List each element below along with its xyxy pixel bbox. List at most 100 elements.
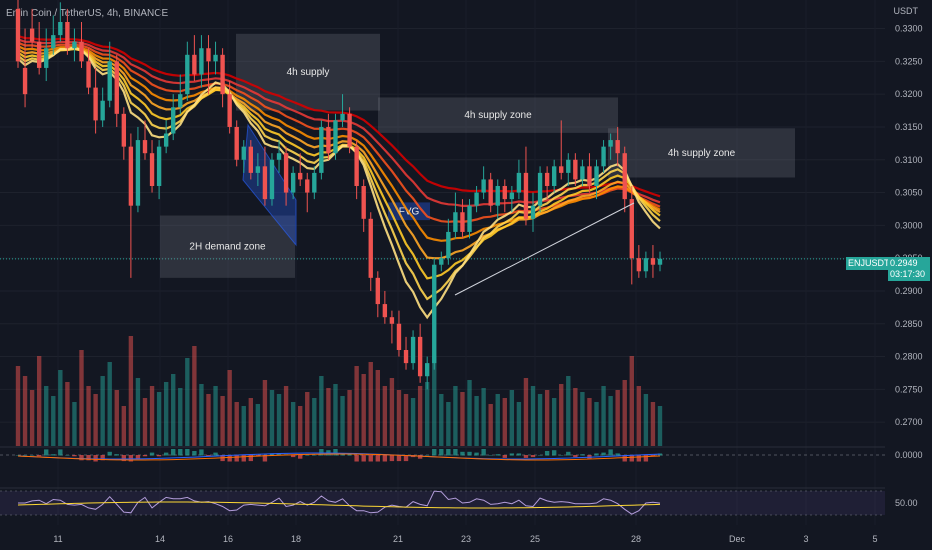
volume-bar — [629, 356, 634, 446]
price-tag-symbol: ENJUSDT — [848, 258, 890, 268]
macd-histogram-bar — [495, 454, 500, 456]
volume-bar — [206, 394, 211, 446]
volume-bar — [594, 402, 599, 446]
volume-bar — [65, 382, 70, 446]
y-tick-label: 0.2800 — [895, 352, 923, 362]
volume-bar — [156, 392, 162, 446]
volume-bar — [100, 376, 105, 446]
volume-bar — [403, 394, 409, 446]
macd-histogram-bar — [474, 452, 479, 456]
volume-bar — [650, 402, 656, 446]
candle-body — [199, 48, 204, 75]
candle-body — [601, 146, 606, 167]
trendline — [454, 202, 635, 296]
macd-histogram-bar — [361, 455, 366, 462]
volume-layer — [15, 336, 663, 446]
volume-bar — [361, 374, 366, 446]
macd-histogram-bar — [44, 449, 49, 456]
macd-histogram-bar — [622, 455, 627, 462]
volume-bar — [51, 396, 56, 446]
volume-bar — [481, 388, 486, 446]
macd-histogram-bar — [121, 455, 127, 462]
volume-bar — [636, 386, 642, 446]
volume-bar — [121, 406, 127, 446]
volume-bar — [234, 402, 239, 446]
candle-body — [432, 264, 437, 364]
macd-histogram-bar — [333, 449, 338, 456]
candle-body — [622, 153, 627, 200]
x-tick-label: 11 — [53, 534, 62, 544]
macd-histogram-bar — [403, 455, 409, 462]
macd-histogram-bar — [100, 455, 105, 461]
macd-histogram-bar — [389, 455, 395, 462]
volume-bar — [643, 394, 649, 446]
macd-histogram-bar — [86, 455, 91, 461]
rsi-band — [0, 491, 885, 515]
volume-bar — [551, 398, 557, 446]
macd-histogram-bar — [36, 455, 42, 457]
candle-body — [220, 54, 225, 95]
y-tick-label: 0.2850 — [895, 319, 923, 329]
macd-zero-label: 0.0000 — [895, 450, 923, 460]
volume-bar — [276, 394, 282, 446]
volume-bar — [135, 378, 141, 446]
volume-bar — [375, 370, 380, 446]
volume-bar — [79, 350, 84, 446]
candle-body — [156, 146, 162, 186]
volume-bar — [44, 386, 49, 446]
candle-body — [551, 166, 557, 186]
rsi-ma-line — [17, 501, 661, 509]
volume-bar — [93, 394, 98, 446]
x-tick-label: 25 — [530, 534, 540, 544]
macd-histogram-bar — [234, 455, 239, 462]
volume-bar — [192, 346, 197, 446]
candle-body — [86, 61, 91, 88]
candle-body — [467, 205, 472, 232]
volume-bar — [566, 376, 571, 446]
candle-body — [255, 166, 261, 173]
macd-histogram-bar — [467, 451, 472, 456]
candle-body — [58, 22, 63, 36]
volume-bar — [509, 390, 515, 446]
volume-bar — [615, 390, 620, 446]
volume-bar — [29, 390, 35, 446]
candle-body — [495, 186, 500, 206]
volume-bar — [178, 388, 183, 446]
volume-bar — [171, 374, 176, 446]
volume-bar — [72, 402, 77, 446]
volume-bar — [453, 386, 458, 446]
candle-body — [439, 258, 444, 265]
price-tag-price: 0.2949 — [890, 258, 918, 268]
macd-histogram-bar — [446, 449, 451, 456]
volume-bar — [488, 404, 493, 446]
candle-body — [185, 54, 190, 95]
macd-histogram-bar — [192, 451, 197, 456]
candle-body — [643, 258, 649, 272]
candle-body — [283, 153, 289, 193]
candle-body — [206, 48, 211, 62]
candle-body — [453, 212, 458, 232]
candle-body — [537, 172, 543, 206]
volume-bar — [608, 396, 613, 446]
volume-bar — [326, 388, 331, 446]
ema-line — [17, 35, 661, 198]
volume-bar — [107, 362, 112, 446]
macd-histogram-bar — [58, 449, 63, 456]
x-axis: 11 14 16 18 21 23 25 28 Dec 3 5 — [53, 534, 877, 544]
candle-body — [44, 48, 49, 68]
macd-histogram-bar — [481, 449, 486, 456]
candle-body — [72, 41, 77, 49]
zone-box — [378, 97, 618, 133]
volume-bar — [657, 406, 663, 446]
macd-signal-line — [17, 453, 661, 461]
macd-histogram-bar — [276, 453, 282, 456]
y-tick-label: 0.2900 — [895, 286, 923, 296]
volume-bar — [347, 390, 352, 446]
macd-histogram-bar — [171, 449, 176, 456]
rsi-line — [18, 490, 661, 515]
volume-bar — [36, 356, 42, 446]
candle-body — [354, 146, 359, 186]
macd-histogram-bar — [594, 453, 599, 456]
candle-body — [135, 140, 141, 206]
